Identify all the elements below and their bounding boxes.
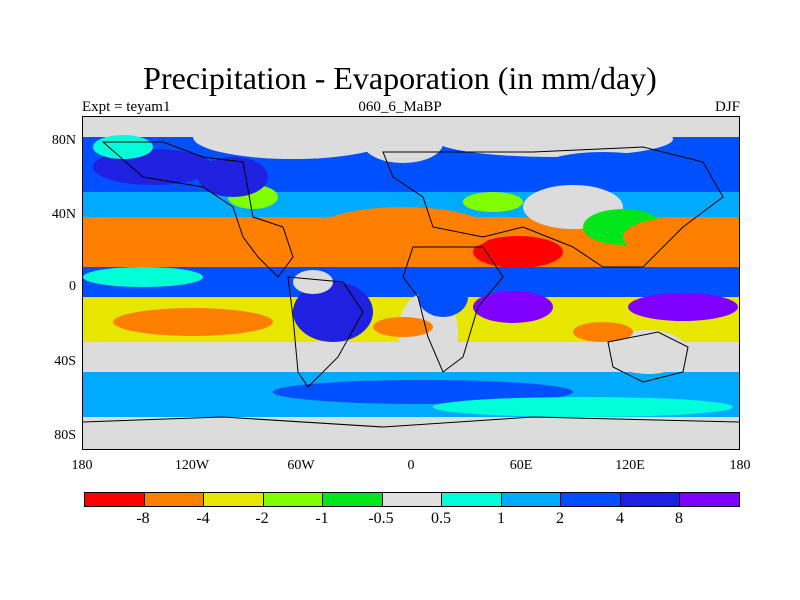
siberia-blue (533, 152, 673, 192)
arctic-gray-na (193, 117, 393, 159)
lon-label-60e: 60E (509, 458, 533, 473)
atlantic-orange (313, 207, 493, 257)
lat-label-80s: 80S (54, 428, 76, 443)
legend-label: -8 (136, 510, 150, 527)
legend-label: -2 (255, 510, 269, 527)
tibet-green (463, 192, 523, 212)
maritime-purple (628, 293, 738, 321)
lon-label-180w: 180 (71, 458, 93, 473)
lon-label-180e: 180 (729, 458, 751, 473)
map-plot (82, 116, 740, 450)
legend-label: 8 (675, 510, 683, 527)
color-legend (84, 492, 740, 507)
lat-label-40s: 40S (54, 354, 76, 369)
greenland (363, 123, 443, 163)
coastline-africa (402, 246, 504, 373)
coastline-antarctica (83, 416, 739, 428)
legend-label: -1 (315, 510, 329, 527)
pacific-orange (93, 220, 273, 264)
lon-label-120w: 120W (174, 458, 210, 473)
africa-blue (418, 277, 468, 317)
npac-cyan (93, 135, 153, 159)
so-dark (273, 380, 573, 404)
lat-label-40n: 40N (51, 207, 76, 222)
legend-label: 4 (616, 510, 624, 527)
legend-swatch (204, 493, 264, 506)
legend-swatch (442, 493, 502, 506)
australia-gray (608, 330, 688, 374)
period-label: 060_6_MaBP (358, 99, 442, 115)
spac-orange (113, 308, 273, 336)
legend-label: 0.5 (431, 510, 451, 527)
legend-label: -0.5 (368, 510, 394, 527)
season-label: DJF (714, 99, 740, 115)
wpac-orange (623, 217, 739, 257)
legend-swatch (144, 493, 205, 506)
coastline-north-america (101, 141, 294, 278)
coastline-australia (607, 331, 689, 383)
legend-swatch (680, 493, 740, 506)
legend-swatch (382, 493, 443, 506)
legend-swatch (323, 493, 383, 506)
lat-label-80n: 80N (51, 133, 76, 148)
equator-cyan (83, 267, 203, 287)
lon-label-120e: 120E (615, 458, 645, 473)
legend-swatch (85, 493, 145, 506)
legend-label: 2 (556, 510, 564, 527)
legend-swatch (620, 493, 681, 506)
na-dark (198, 157, 268, 197)
field-map (83, 117, 739, 449)
legend-swatch (501, 493, 562, 506)
legend-swatch (561, 493, 621, 506)
sind-orange (573, 322, 633, 342)
sahara-red (473, 236, 563, 268)
satl-orange (373, 317, 433, 337)
legend-swatch (263, 493, 324, 506)
lon-label-60w: 60W (287, 458, 315, 473)
indian-purple (473, 291, 553, 323)
chart-title: Precipitation - Evaporation (in mm/day) (143, 60, 657, 96)
lon-label-0: 0 (407, 458, 415, 473)
band-antarctic (83, 417, 739, 449)
amazon-gray (293, 270, 333, 294)
legend-label: 1 (497, 510, 505, 527)
so-cyan (433, 397, 733, 417)
coastline-eurasia (382, 146, 724, 268)
coastline-south-america (287, 276, 364, 388)
experiment-label: Expt = teyam1 (82, 99, 171, 115)
legend-label: -4 (196, 510, 210, 527)
lat-label-0: 0 (69, 279, 76, 294)
